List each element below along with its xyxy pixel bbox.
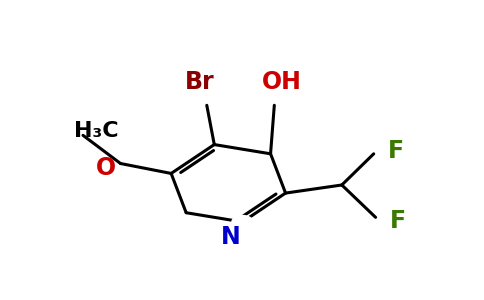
Circle shape xyxy=(232,215,253,228)
Text: O: O xyxy=(96,156,116,180)
Text: Br: Br xyxy=(184,70,214,94)
Text: F: F xyxy=(388,140,404,164)
Text: OH: OH xyxy=(262,70,302,94)
Text: N: N xyxy=(221,225,241,249)
Text: F: F xyxy=(390,209,406,233)
Text: H₃C: H₃C xyxy=(74,121,118,141)
